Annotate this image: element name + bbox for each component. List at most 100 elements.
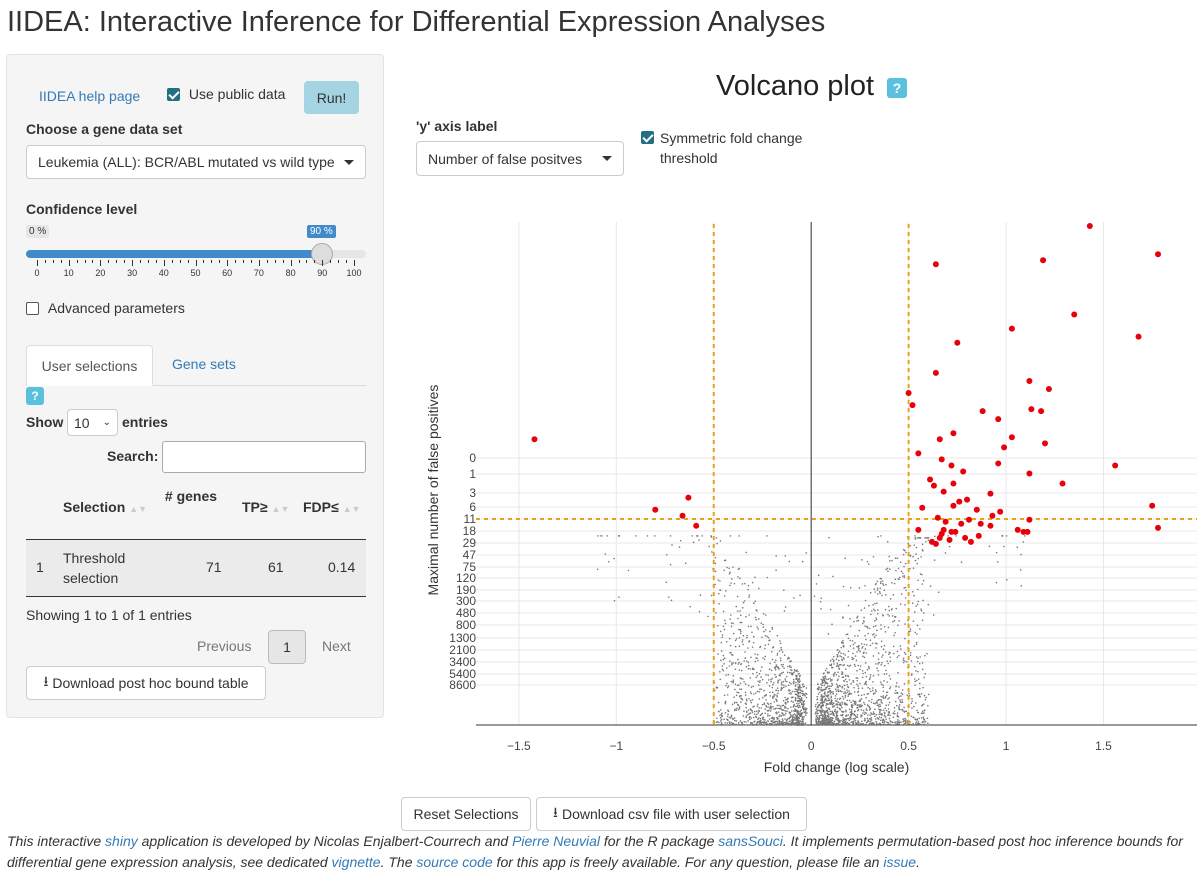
gene-point (771, 691, 774, 694)
gene-point (906, 694, 908, 696)
advanced-parameters-checkbox[interactable] (26, 302, 39, 315)
gene-point (883, 644, 886, 647)
gene-point (1016, 546, 1019, 549)
gene-point (794, 690, 796, 693)
gene-point (855, 677, 858, 679)
gene-point (923, 720, 925, 723)
gene-point (818, 716, 821, 719)
gene-point (868, 722, 871, 725)
symmetric-checkbox[interactable] (641, 131, 654, 144)
entries-select[interactable]: 10 ⌄ (67, 409, 118, 436)
download-csv-button[interactable]: ⭳ Download csv file with user selection (536, 797, 807, 831)
gene-point (795, 705, 797, 708)
help-page-link[interactable]: IIDEA help page (39, 88, 141, 104)
gene-point (909, 720, 911, 723)
gene-point (717, 579, 720, 581)
gene-point (884, 608, 887, 611)
gene-point (732, 681, 735, 684)
gene-point (751, 722, 753, 724)
gene-point (876, 643, 878, 645)
use-public-data-checkbox[interactable] (167, 88, 180, 101)
search-input[interactable] (162, 441, 366, 473)
gene-point (850, 705, 853, 708)
advanced-parameters-toggle[interactable]: Advanced parameters (26, 300, 185, 316)
gene-point (895, 691, 898, 694)
gene-point (897, 624, 899, 626)
gene-point (740, 621, 743, 624)
gene-point (824, 715, 827, 717)
gene-point (730, 582, 732, 584)
shiny-link[interactable]: shiny (105, 833, 138, 849)
next-button[interactable]: Next (322, 638, 351, 654)
gene-point (718, 603, 720, 605)
gene-point (916, 633, 918, 635)
symmetric-toggle[interactable]: Symmetric fold change threshold (641, 128, 821, 168)
gene-point (874, 609, 876, 612)
table-row[interactable]: 1 Threshold selection 71 61 0.14 (26, 540, 366, 597)
gene-point (784, 701, 787, 704)
tab-gene-sets[interactable]: Gene sets (172, 356, 236, 372)
gene-point (789, 660, 792, 662)
issue-link[interactable]: issue (883, 854, 917, 870)
gene-point (875, 582, 877, 585)
help-icon[interactable]: ? (26, 387, 44, 405)
slider-tick-label: 20 (95, 268, 106, 278)
gene-point (748, 713, 750, 715)
gene-set-select[interactable]: Leukemia (ALL): BCR/ABL mutated vs wild … (26, 145, 366, 179)
author-link[interactable]: Pierre Neuvial (512, 833, 600, 849)
gene-point (788, 560, 791, 563)
gene-point (835, 658, 838, 661)
run-button[interactable]: Run! (304, 81, 359, 114)
previous-button[interactable]: Previous (197, 638, 252, 654)
gene-point (849, 625, 852, 628)
page-button[interactable]: 1 (268, 630, 306, 664)
gene-point (870, 717, 873, 719)
vignette-link[interactable]: vignette (331, 854, 381, 870)
volcano-plot[interactable]: −1.5 −1 −0.5 0 0.5 1 1.50136111829477512019030… (400, 210, 1200, 800)
gene-point (747, 667, 750, 670)
gene-point (880, 716, 883, 719)
gene-point (911, 673, 913, 675)
gene-point (786, 671, 789, 674)
gene-point (960, 561, 963, 564)
y-axis-select[interactable]: Number of false positves (416, 141, 624, 176)
gene-point (846, 699, 849, 702)
gene-point (813, 595, 816, 598)
gene-point (868, 705, 870, 708)
gene-point (840, 652, 842, 655)
gene-point (880, 640, 883, 642)
gene-point (773, 708, 775, 710)
gene-point (888, 605, 890, 608)
confidence-level-label: Confidence level (26, 201, 138, 217)
gene-point (795, 674, 797, 677)
gene-point (877, 699, 880, 701)
gene-point (830, 685, 833, 688)
reset-selections-button[interactable]: Reset Selections (401, 797, 531, 831)
gene-point (724, 700, 727, 703)
source-code-link[interactable]: source code (416, 854, 493, 870)
gene-point (726, 667, 728, 669)
gene-point (779, 720, 782, 723)
gene-point (730, 715, 733, 718)
col-header-tp[interactable]: TP≥ ▲▼ (242, 499, 290, 515)
gene-point (915, 641, 918, 644)
download-bound-button[interactable]: ⭳ Download post hoc bound table (26, 666, 266, 700)
gene-point (817, 688, 819, 690)
gene-point (824, 669, 827, 672)
gene-point (801, 718, 803, 721)
gene-point (856, 677, 859, 679)
help-icon[interactable]: ? (887, 78, 907, 98)
gene-point (842, 639, 844, 642)
col-header-fdp[interactable]: FDP≤ ▲▼ (303, 499, 361, 515)
gene-point (912, 620, 915, 622)
col-header-selection[interactable]: Selection ▲▼ (63, 499, 148, 515)
gene-point (842, 718, 844, 721)
tab-user-selections[interactable]: User selections (26, 345, 153, 386)
gene-point (785, 675, 788, 678)
gene-point (917, 657, 919, 660)
gene-point (750, 717, 753, 719)
col-header-genes[interactable]: # genes (164, 488, 218, 504)
sanssouci-link[interactable]: sansSouci (718, 833, 783, 849)
use-public-data-toggle[interactable]: Use public data (167, 86, 285, 102)
gene-point (916, 660, 919, 663)
